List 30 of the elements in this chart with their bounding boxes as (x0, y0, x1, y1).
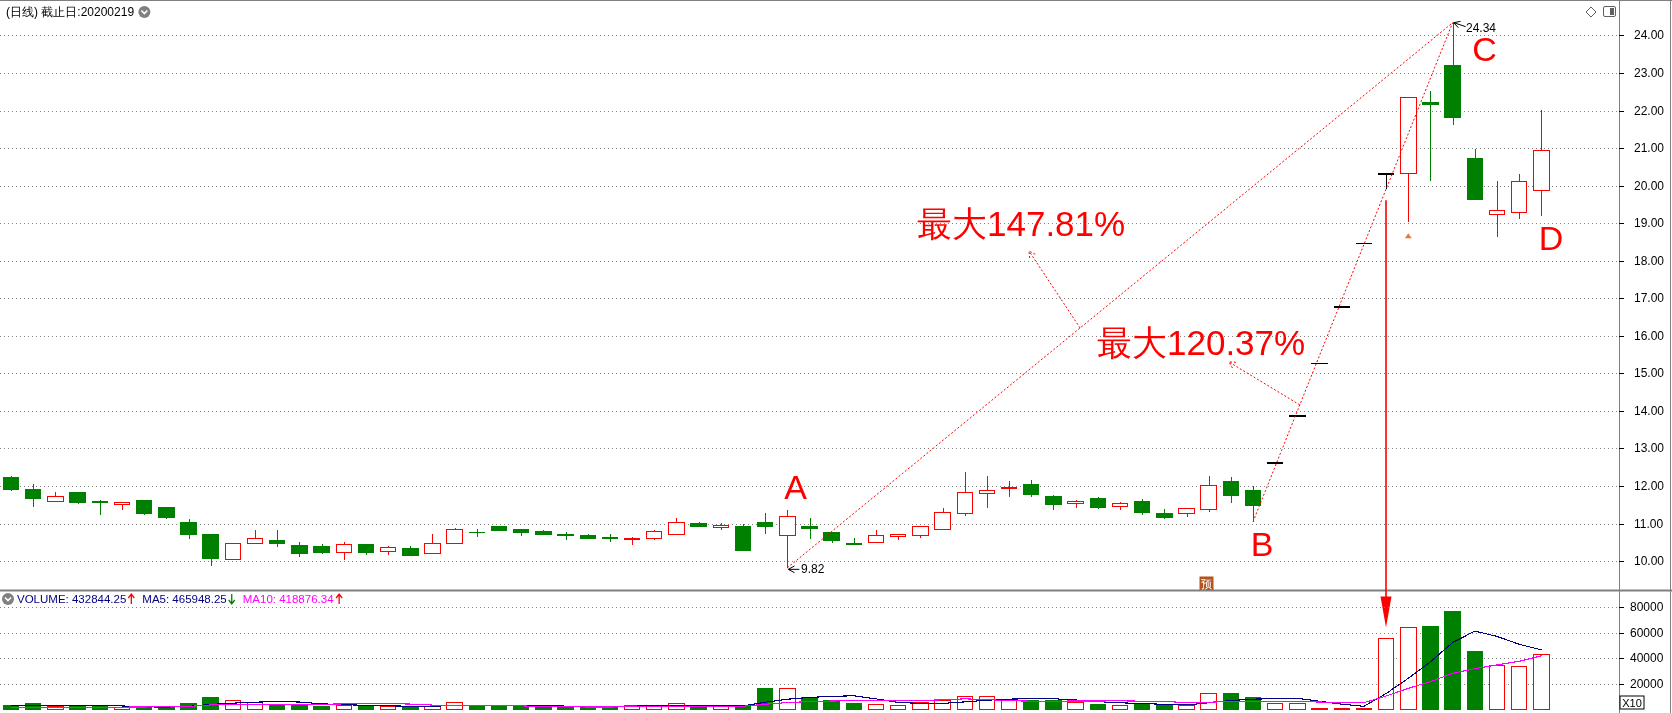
y-tick-label: 22.00 (1634, 103, 1665, 118)
text: MA10: 418876.34 (242, 593, 335, 605)
text: MA5: 465948.25 (142, 593, 227, 605)
y-tick-label: 10.00 (1634, 554, 1665, 569)
y-tick-label: 21.00 (1634, 141, 1665, 156)
annotation: 最大120.37% (1097, 322, 1306, 362)
annotation: B (1250, 524, 1274, 563)
y-tick-label: 11.00 (1634, 516, 1664, 531)
y-tick-label: 24.00 (1634, 28, 1665, 43)
annotation: 最大147.81% (917, 204, 1126, 243)
annotation: VOLUME: 432844.25 (17, 593, 127, 605)
y-tick-label: 13.00 (1634, 441, 1665, 456)
y-tick-label: 23.00 (1634, 65, 1665, 80)
y-tick-label: 20.00 (1634, 178, 1665, 193)
annotation: A (784, 468, 808, 506)
y-tick-label: 15.00 (1634, 366, 1665, 381)
y-tick-label: 80000 (1630, 600, 1664, 615)
annotation: 24.34 (1466, 20, 1497, 35)
annotation: D (1538, 219, 1564, 257)
y-tick-label: 20000 (1630, 676, 1664, 691)
y-tick-label: 12.00 (1634, 478, 1665, 493)
y-tick-label: 60000 (1630, 625, 1664, 640)
y-tick-label: 16.00 (1634, 328, 1665, 343)
y-tick-label: 18.00 (1634, 253, 1665, 268)
chart-title: (日线) 截止日:20200219 (6, 5, 135, 19)
y-tick-label: 40000 (1630, 651, 1664, 666)
y-tick-label: 19.00 (1634, 216, 1665, 231)
y-tick-label: 17.00 (1634, 291, 1665, 306)
y-tick-label: 14.00 (1634, 403, 1665, 418)
annotation: 9.82 (801, 562, 825, 576)
